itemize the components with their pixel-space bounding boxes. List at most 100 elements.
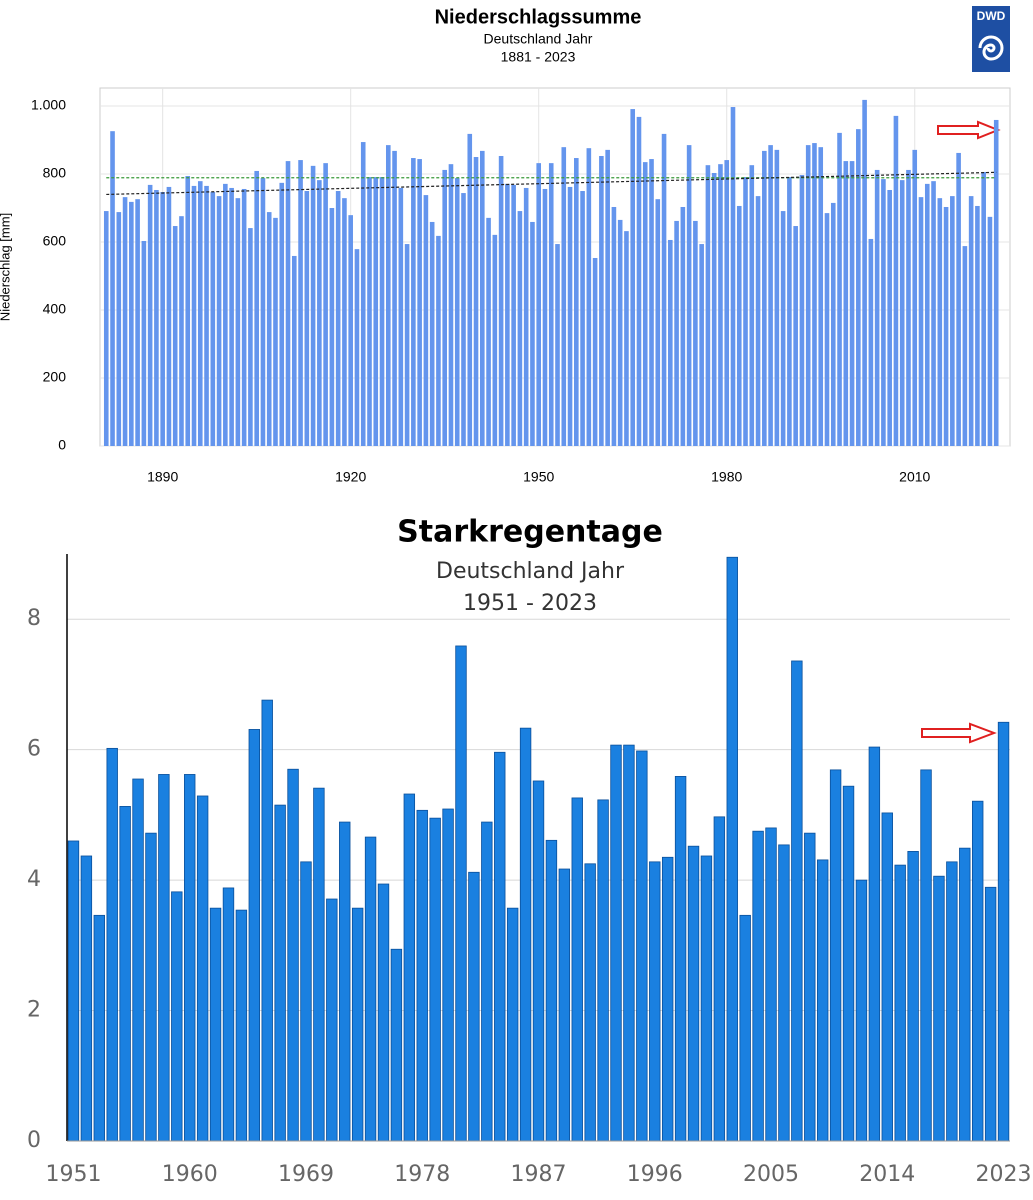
bar [829,769,842,1142]
bar [241,188,247,446]
bar [987,216,993,446]
bar [599,155,604,446]
bar [442,808,454,1142]
bar [674,220,679,446]
bar [611,206,617,446]
bar [558,868,571,1142]
bar [972,800,984,1142]
bar [816,859,829,1142]
bar [610,744,622,1142]
bar [354,249,360,446]
bar [868,238,874,446]
y-tick-label: 0 [58,437,66,453]
bar [179,216,184,446]
bar [442,169,447,446]
x-tick-label: 1969 [278,1162,334,1187]
bar [617,219,623,446]
bar [649,861,661,1142]
bar [166,186,172,446]
bar [597,799,609,1142]
bar [360,142,366,446]
bar [842,785,855,1142]
bar [429,817,441,1142]
x-tick-label: 1951 [45,1162,101,1187]
y-tick-label: 1.000 [31,97,66,113]
bar [326,898,338,1142]
bar [266,212,272,446]
bar [791,660,803,1142]
bar [184,774,196,1142]
bar [416,809,428,1142]
bar [705,165,711,446]
bar [80,855,93,1142]
bar [122,197,128,446]
highlight-arrow [937,120,1001,140]
bar [385,145,391,446]
bar [486,217,491,446]
bar [254,170,259,446]
bar [191,185,197,446]
bar [261,699,273,1142]
x-tick-label: 1950 [523,469,554,485]
bar [132,778,144,1142]
bar [574,158,579,447]
bar [545,839,558,1142]
bar [481,821,493,1142]
bar [778,844,790,1142]
bar [730,107,736,446]
bar [274,804,286,1142]
highlight-arrow [921,722,997,744]
bar [630,109,636,446]
bar [110,131,115,446]
bar [145,832,157,1142]
y-tick-label: 4 [27,867,41,892]
bar [912,149,918,447]
bar [793,226,798,446]
bar [874,169,880,446]
x-tick-label: 2005 [743,1162,799,1187]
bar [511,184,516,446]
bar [555,244,560,446]
bar [116,212,122,446]
bar [210,192,216,446]
bar [158,774,170,1142]
bar [567,186,573,446]
bar [661,133,667,446]
bar [429,221,435,446]
bar [774,149,780,447]
bar [106,747,118,1142]
bar [273,217,278,446]
bar [584,863,596,1142]
bar [655,199,661,446]
bar [119,806,131,1142]
bar [711,172,717,447]
bar [129,201,134,446]
bar [304,191,310,446]
bar [924,183,930,447]
bar [933,875,945,1142]
bar [411,158,416,447]
bar [837,132,842,446]
bar [461,193,466,446]
bar [787,177,792,447]
bar [818,147,824,447]
bar [805,145,811,446]
bar [223,183,228,447]
bar [686,145,692,446]
bar [699,244,704,446]
bar [423,195,429,446]
bar [532,780,545,1142]
x-tick-label: 1987 [511,1162,567,1187]
y-tick-label: 6 [27,737,41,762]
y-tick-label: 8 [27,606,41,631]
logo-swirl [978,35,1004,61]
bar [881,812,893,1142]
bar [335,191,341,446]
bar [348,215,353,446]
chart-subtitle: Deutschland Jahr [484,31,593,47]
bar [893,115,899,446]
bar [726,556,738,1142]
bar [530,221,535,446]
bar [849,161,855,446]
x-tick-label: 2010 [899,469,930,485]
